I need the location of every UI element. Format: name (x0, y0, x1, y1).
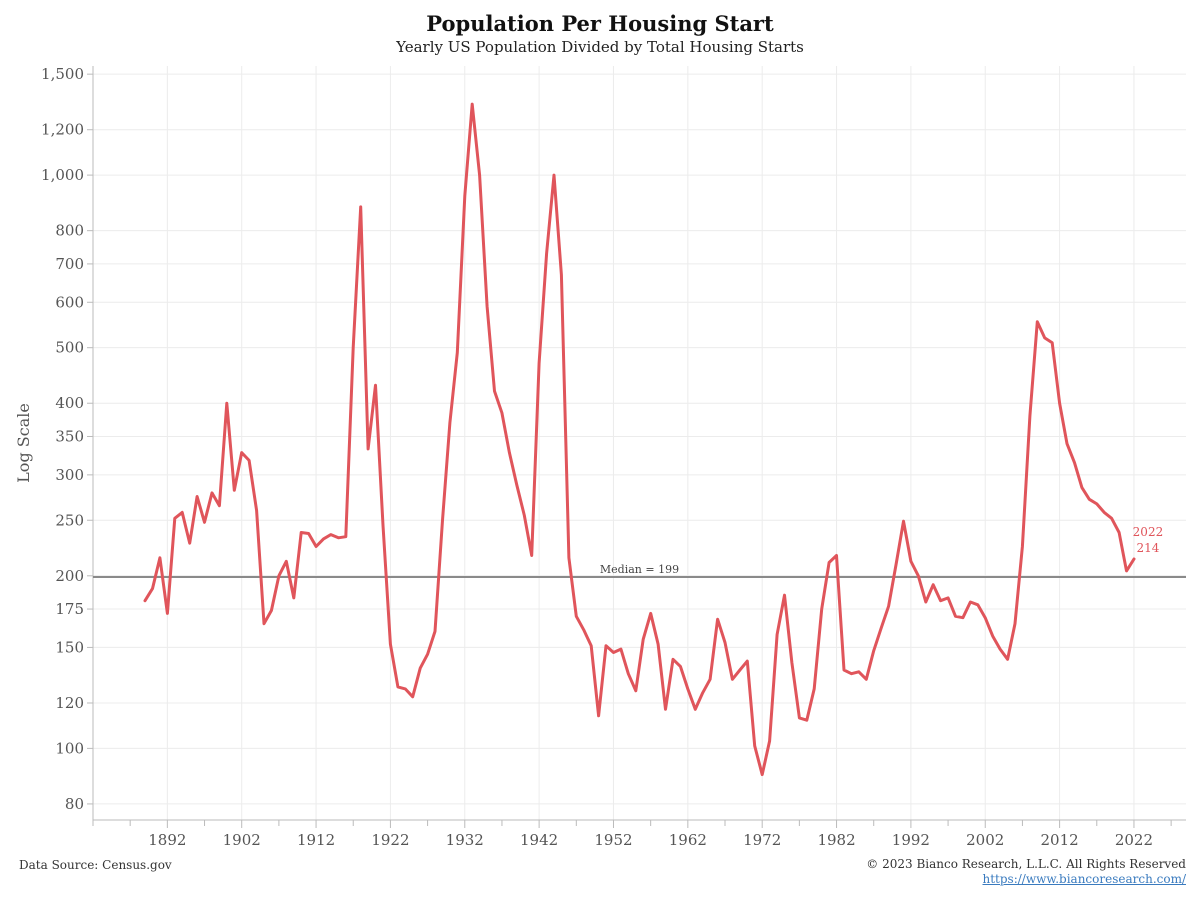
x-tick-label: 2002 (966, 831, 1004, 849)
x-tick-label: 1962 (669, 831, 707, 849)
y-tick-label: 800 (55, 222, 84, 240)
chart-title: Population Per Housing Start (426, 11, 774, 36)
y-tick-label: 100 (55, 739, 84, 757)
chart-subtitle: Yearly US Population Divided by Total Ho… (396, 38, 804, 56)
median-label: Median = 199 (600, 563, 679, 576)
series-layer (143, 102, 1136, 777)
x-tick-label: 2012 (1041, 831, 1079, 849)
x-tick-label: 2022 (1115, 831, 1153, 849)
copyright-note: © 2023 Bianco Research, L.L.C. All Right… (866, 857, 1186, 871)
x-tick-label: 1932 (446, 831, 484, 849)
x-tick-label: 1912 (297, 831, 335, 849)
x-tick-label: 1892 (148, 831, 186, 849)
x-tick-label: 1902 (223, 831, 261, 849)
y-tick-label: 1,200 (41, 121, 84, 139)
y-tick-label: 200 (55, 567, 84, 585)
median-reference: Median = 199 (93, 563, 1186, 579)
axes (87, 66, 1186, 828)
y-tick-label: 80 (65, 795, 84, 813)
y-tick-label: 150 (55, 638, 84, 656)
x-tick-label: 1952 (594, 831, 632, 849)
y-tick-label: 300 (55, 466, 84, 484)
labels: 80 100 120 150 175 200 250 300 350 400 500 600 700 80… (14, 65, 1163, 849)
end-value-label: 214 (1136, 541, 1159, 555)
data-source-note: Data Source: Census.gov (19, 858, 172, 872)
x-tick-label: 1922 (371, 831, 409, 849)
x-tick-label: 1982 (817, 831, 855, 849)
series-line (143, 102, 1136, 777)
x-tick-label: 1972 (743, 831, 781, 849)
y-tick-label: 1,500 (41, 65, 84, 83)
y-axis-title: Log Scale (14, 403, 33, 483)
y-tick-label: 350 (55, 427, 84, 445)
grid-lines (93, 66, 1186, 820)
y-tick-label: 500 (55, 339, 84, 357)
y-tick-label: 1,000 (41, 166, 84, 184)
x-tick-label: 1942 (520, 831, 558, 849)
y-tick-label: 600 (55, 293, 84, 311)
y-tick-label: 400 (55, 394, 84, 412)
x-tick-label: 1992 (892, 831, 930, 849)
website-link[interactable]: https://www.biancoresearch.com/ (982, 872, 1186, 886)
y-tick-label: 250 (55, 511, 84, 529)
end-year-label: 2022 (1133, 525, 1164, 539)
y-tick-label: 120 (55, 694, 84, 712)
y-tick-label: 700 (55, 255, 84, 273)
y-tick-label: 175 (55, 600, 84, 618)
